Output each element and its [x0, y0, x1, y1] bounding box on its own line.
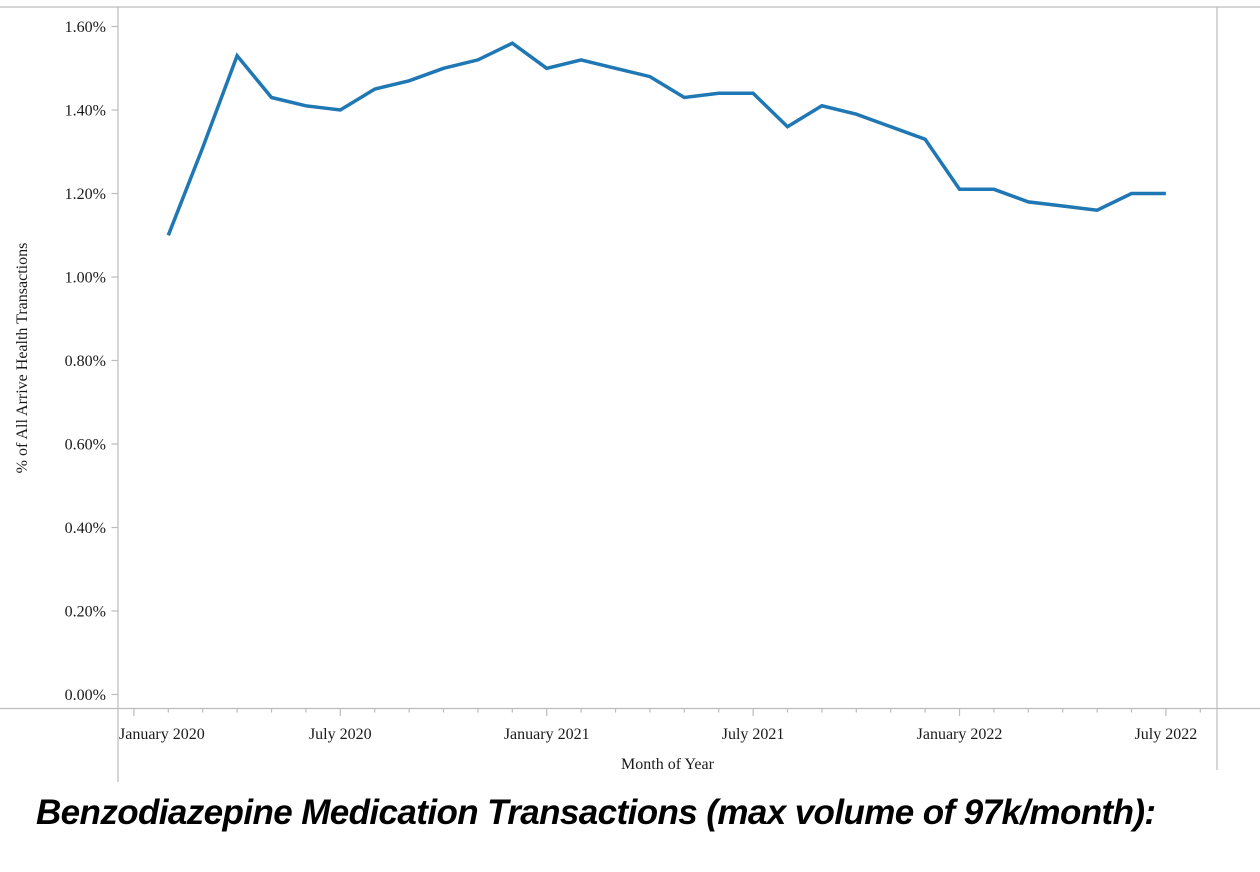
x-axis-title: Month of Year: [621, 756, 715, 773]
y-tick-label: 1.00%: [65, 270, 106, 287]
x-tick-label: July 2021: [722, 726, 785, 743]
x-tick-label: July 2022: [1135, 726, 1198, 743]
line-chart: 0.00% 0.20% 0.40% 0.60% 0.80% 1.00% 1.20% 1.40%…: [0, 6, 1260, 782]
x-tick-label: January 2021: [504, 726, 590, 743]
y-axis-title: % of All Arrive Health Transactions: [14, 243, 31, 474]
x-tick-label: January 2022: [917, 726, 1003, 743]
x-tick-label: January 2020: [119, 726, 205, 743]
y-tick-label: 1.60%: [65, 19, 106, 36]
chart-canvas: 0.00% 0.20% 0.40% 0.60% 0.80% 1.00% 1.20% 1.40%…: [0, 6, 1260, 782]
data-line: [166, 41, 1166, 236]
y-tick-label: 0.60%: [65, 437, 106, 454]
y-tick-label: 0.00%: [65, 687, 106, 704]
chart-caption: Benzodiazepine Medication Transactions (…: [36, 793, 1156, 832]
y-tick-label: 0.40%: [65, 520, 106, 537]
y-tick-label: 0.80%: [65, 353, 106, 370]
y-tick-label: 1.40%: [65, 103, 106, 120]
y-tick-label: 1.20%: [65, 186, 106, 203]
y-tick-label: 0.20%: [65, 604, 106, 621]
x-tick-label: July 2020: [309, 726, 372, 743]
